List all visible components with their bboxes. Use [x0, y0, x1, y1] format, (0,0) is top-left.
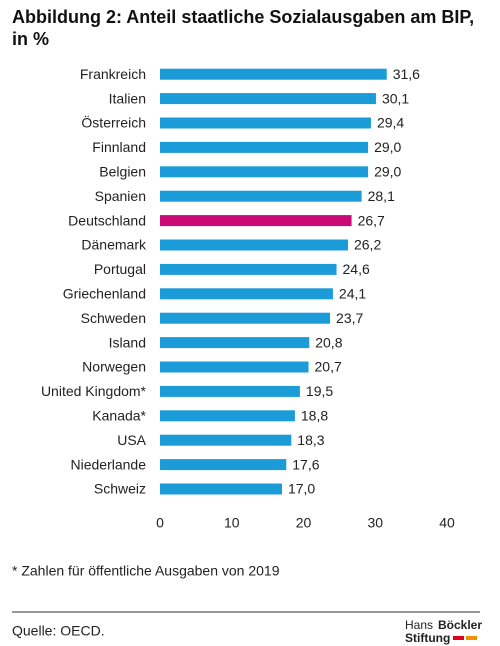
- y-tick-label: Portugal: [94, 261, 146, 277]
- chart-title: Abbildung 2: Anteil staatliche Sozialaus…: [12, 7, 475, 49]
- bar: [160, 288, 333, 300]
- y-tick-label: Deutschland: [68, 212, 146, 228]
- y-tick-label: Norwegen: [82, 359, 146, 375]
- bar: [160, 361, 309, 373]
- y-tick-label: Dänemark: [81, 237, 147, 253]
- value-label: 19,5: [306, 383, 333, 399]
- bar: [160, 93, 376, 105]
- bar: [160, 337, 310, 349]
- value-label: 26,7: [358, 212, 385, 228]
- bar: [160, 263, 337, 275]
- bar: [160, 434, 292, 446]
- bar: [160, 117, 371, 129]
- x-tick-label: 10: [224, 515, 240, 531]
- value-label: 20,7: [315, 359, 342, 375]
- value-label: 24,6: [343, 261, 370, 277]
- y-tick-label: Finnland: [92, 139, 146, 155]
- bar: [160, 312, 331, 324]
- logo-text: Böckler: [438, 618, 482, 632]
- logo-bar: [453, 636, 464, 640]
- bar: [160, 68, 387, 80]
- value-label: 24,1: [339, 286, 366, 302]
- value-label: 17,0: [288, 481, 315, 497]
- y-tick-label: United Kingdom*: [41, 383, 147, 399]
- value-label: 23,7: [336, 310, 363, 326]
- x-tick-label: 30: [367, 515, 383, 531]
- x-tick-label: 0: [156, 515, 164, 531]
- y-tick-label: Frankreich: [80, 66, 146, 82]
- bar: [160, 459, 287, 471]
- logo-bar: [466, 636, 477, 640]
- bar: [160, 190, 362, 202]
- bar: [160, 239, 348, 251]
- y-tick-label: Schweden: [81, 310, 146, 326]
- bar: [160, 215, 352, 227]
- bar: [160, 166, 369, 178]
- value-label: 29,0: [374, 139, 401, 155]
- x-tick-label: 20: [296, 515, 312, 531]
- y-tick-label: Belgien: [99, 164, 146, 180]
- logo-text: Hans: [405, 618, 433, 632]
- logo-text: Stiftung: [405, 631, 450, 645]
- value-label: 18,3: [297, 432, 324, 448]
- y-tick-label: Österreich: [81, 114, 146, 131]
- y-tick-label: Schweiz: [94, 481, 146, 497]
- value-label: 28,1: [368, 188, 395, 204]
- x-tick-label: 40: [439, 515, 455, 531]
- y-tick-label: USA: [117, 432, 146, 448]
- bar: [160, 141, 369, 153]
- bar: [160, 410, 295, 422]
- value-label: 30,1: [382, 90, 409, 106]
- bar: [160, 385, 300, 397]
- y-tick-label: Italien: [109, 90, 146, 106]
- y-tick-label: Spanien: [95, 188, 146, 204]
- value-label: 17,6: [292, 456, 319, 472]
- value-label: 29,0: [374, 164, 401, 180]
- y-tick-label: Griechenland: [63, 286, 146, 302]
- y-tick-label: Island: [109, 334, 146, 350]
- y-tick-label: Niederlande: [71, 456, 147, 472]
- footnote: * Zahlen für öffentliche Ausgaben von 20…: [12, 563, 280, 579]
- value-label: 26,2: [354, 237, 381, 253]
- bar: [160, 483, 282, 495]
- value-label: 18,8: [301, 408, 328, 424]
- value-label: 31,6: [393, 66, 420, 82]
- y-tick-label: Kanada*: [92, 408, 146, 424]
- value-label: 29,4: [377, 115, 404, 131]
- value-label: 20,8: [315, 334, 342, 350]
- source: Quelle: OECD.: [12, 623, 105, 639]
